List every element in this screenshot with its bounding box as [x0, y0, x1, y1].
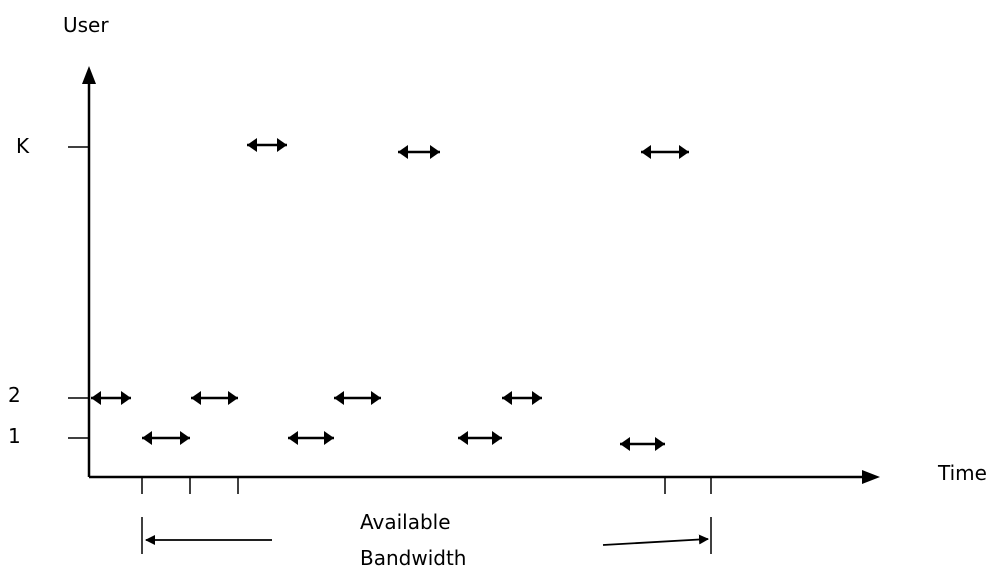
transmission-arrow-user-1 [288, 431, 334, 445]
transmission-arrow-user-1 [458, 431, 502, 445]
user-1-label: 1 [8, 424, 21, 448]
transmission-arrow-user-2 [91, 391, 131, 405]
transmission-arrow-user-2 [334, 391, 381, 405]
transmission-arrow-user-k [247, 138, 287, 152]
y-axis-label: User [63, 13, 109, 37]
y-axis-arrowhead [82, 66, 96, 84]
bandwidth-label: Bandwidth [360, 546, 467, 570]
transmission-arrow-user-2 [502, 391, 542, 405]
user-k-label: K [16, 134, 30, 158]
bandwidth-arrow-right [602, 534, 709, 546]
transmission-arrow-user-k [641, 145, 689, 159]
transmission-arrow-user-1 [620, 437, 665, 451]
user-2-label: 2 [8, 383, 21, 407]
transmission-arrow-user-1 [142, 431, 190, 445]
x-axis-arrowhead [862, 470, 880, 484]
available-label: Available [360, 510, 451, 534]
transmission-arrow-user-2 [191, 391, 238, 405]
transmission-arrow-user-k [398, 145, 440, 159]
x-axis-label: Time [938, 461, 987, 485]
